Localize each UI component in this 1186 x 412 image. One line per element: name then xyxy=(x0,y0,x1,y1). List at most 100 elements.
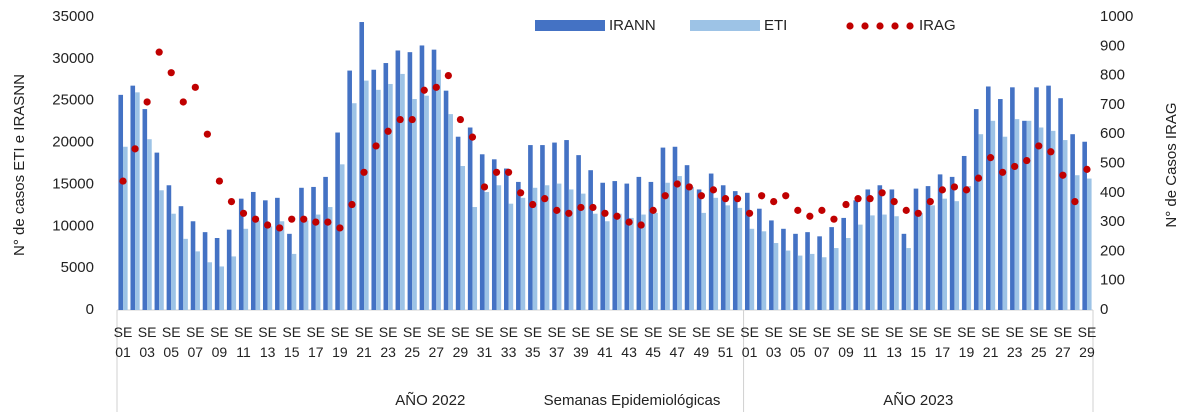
bar xyxy=(371,69,377,311)
dot xyxy=(456,115,465,124)
bar xyxy=(797,255,803,310)
x-tick-label: SE 13 xyxy=(884,324,904,360)
bar xyxy=(708,173,714,310)
y2-tick-label: 1000 xyxy=(1100,8,1133,25)
bar xyxy=(207,262,212,310)
bar xyxy=(773,243,779,310)
bar xyxy=(484,191,490,310)
x-tick-label: SE 03 xyxy=(764,324,784,360)
bar xyxy=(882,214,887,310)
legend-swatch xyxy=(906,22,914,30)
bar xyxy=(118,94,124,311)
bar xyxy=(364,80,369,310)
bar xyxy=(383,63,389,310)
dot xyxy=(251,215,260,223)
dot xyxy=(1083,165,1091,173)
bar xyxy=(845,238,851,310)
bar xyxy=(219,266,225,310)
bar xyxy=(516,181,521,310)
bar xyxy=(894,216,899,310)
dot xyxy=(143,98,151,106)
y-tick-label: 15000 xyxy=(52,175,94,192)
legend-swatch xyxy=(876,22,884,30)
legend-label: ETI xyxy=(764,17,787,34)
dot xyxy=(830,215,838,223)
bar xyxy=(431,49,437,311)
dot xyxy=(1059,171,1067,179)
bar xyxy=(267,226,273,310)
dot xyxy=(806,212,814,220)
bar xyxy=(552,142,557,310)
bar xyxy=(419,45,425,310)
dot xyxy=(733,195,742,203)
bar xyxy=(805,232,810,310)
bar xyxy=(291,253,297,310)
bar xyxy=(732,191,738,310)
bar xyxy=(528,145,533,310)
y-tick-label: 25000 xyxy=(52,92,94,109)
x-tick-label: SE 27 xyxy=(426,324,446,360)
bar xyxy=(660,147,666,310)
x-tick-label: SE 21 xyxy=(354,324,374,360)
dot xyxy=(432,83,440,91)
bar xyxy=(564,140,569,310)
bar xyxy=(749,228,755,310)
bar xyxy=(1046,85,1051,310)
bar xyxy=(769,220,774,310)
dot xyxy=(962,186,971,194)
bar xyxy=(641,214,646,310)
bar xyxy=(998,99,1003,310)
bar xyxy=(973,109,979,310)
bar xyxy=(737,207,743,310)
bar xyxy=(588,170,593,310)
bar xyxy=(436,69,441,311)
dot xyxy=(661,192,669,200)
dot xyxy=(167,69,175,77)
bar xyxy=(335,132,340,310)
bar xyxy=(672,146,678,310)
bar xyxy=(677,176,682,310)
x-tick-label: SE 43 xyxy=(619,324,639,360)
bar xyxy=(568,189,574,310)
x-tick-label: SE 29 xyxy=(1077,324,1097,360)
dot xyxy=(770,197,778,206)
bar xyxy=(1058,98,1063,311)
bar xyxy=(629,217,634,310)
legend-label: IRANN xyxy=(609,17,656,34)
bar xyxy=(937,174,943,310)
bar xyxy=(171,213,176,310)
bar xyxy=(491,159,497,310)
bar xyxy=(154,152,160,310)
dot xyxy=(517,189,525,197)
dot xyxy=(1011,162,1019,171)
bar xyxy=(1086,178,1092,310)
bar xyxy=(1002,136,1008,310)
bar xyxy=(479,154,485,310)
dot xyxy=(553,206,561,214)
x-tick-label: SE 17 xyxy=(306,324,326,360)
bar xyxy=(1062,140,1068,310)
bar xyxy=(906,248,911,310)
dot xyxy=(215,177,224,185)
bar xyxy=(279,221,285,310)
x-tick-label: SE 25 xyxy=(1029,324,1049,360)
bar xyxy=(287,233,292,310)
bar xyxy=(605,221,610,310)
legend-swatch xyxy=(861,22,869,30)
dot xyxy=(529,200,537,209)
y2-tick-label: 0 xyxy=(1100,301,1108,318)
bar xyxy=(159,190,164,310)
dot xyxy=(191,83,199,91)
bar xyxy=(853,200,859,310)
bar xyxy=(757,208,762,310)
dot xyxy=(818,206,826,214)
bar xyxy=(388,83,393,310)
bar xyxy=(166,185,172,310)
bar xyxy=(472,207,478,310)
x-tick-label: SE 35 xyxy=(523,324,543,360)
x-tick-label: SE 31 xyxy=(475,324,494,360)
bar xyxy=(761,231,767,310)
dot xyxy=(276,224,284,232)
